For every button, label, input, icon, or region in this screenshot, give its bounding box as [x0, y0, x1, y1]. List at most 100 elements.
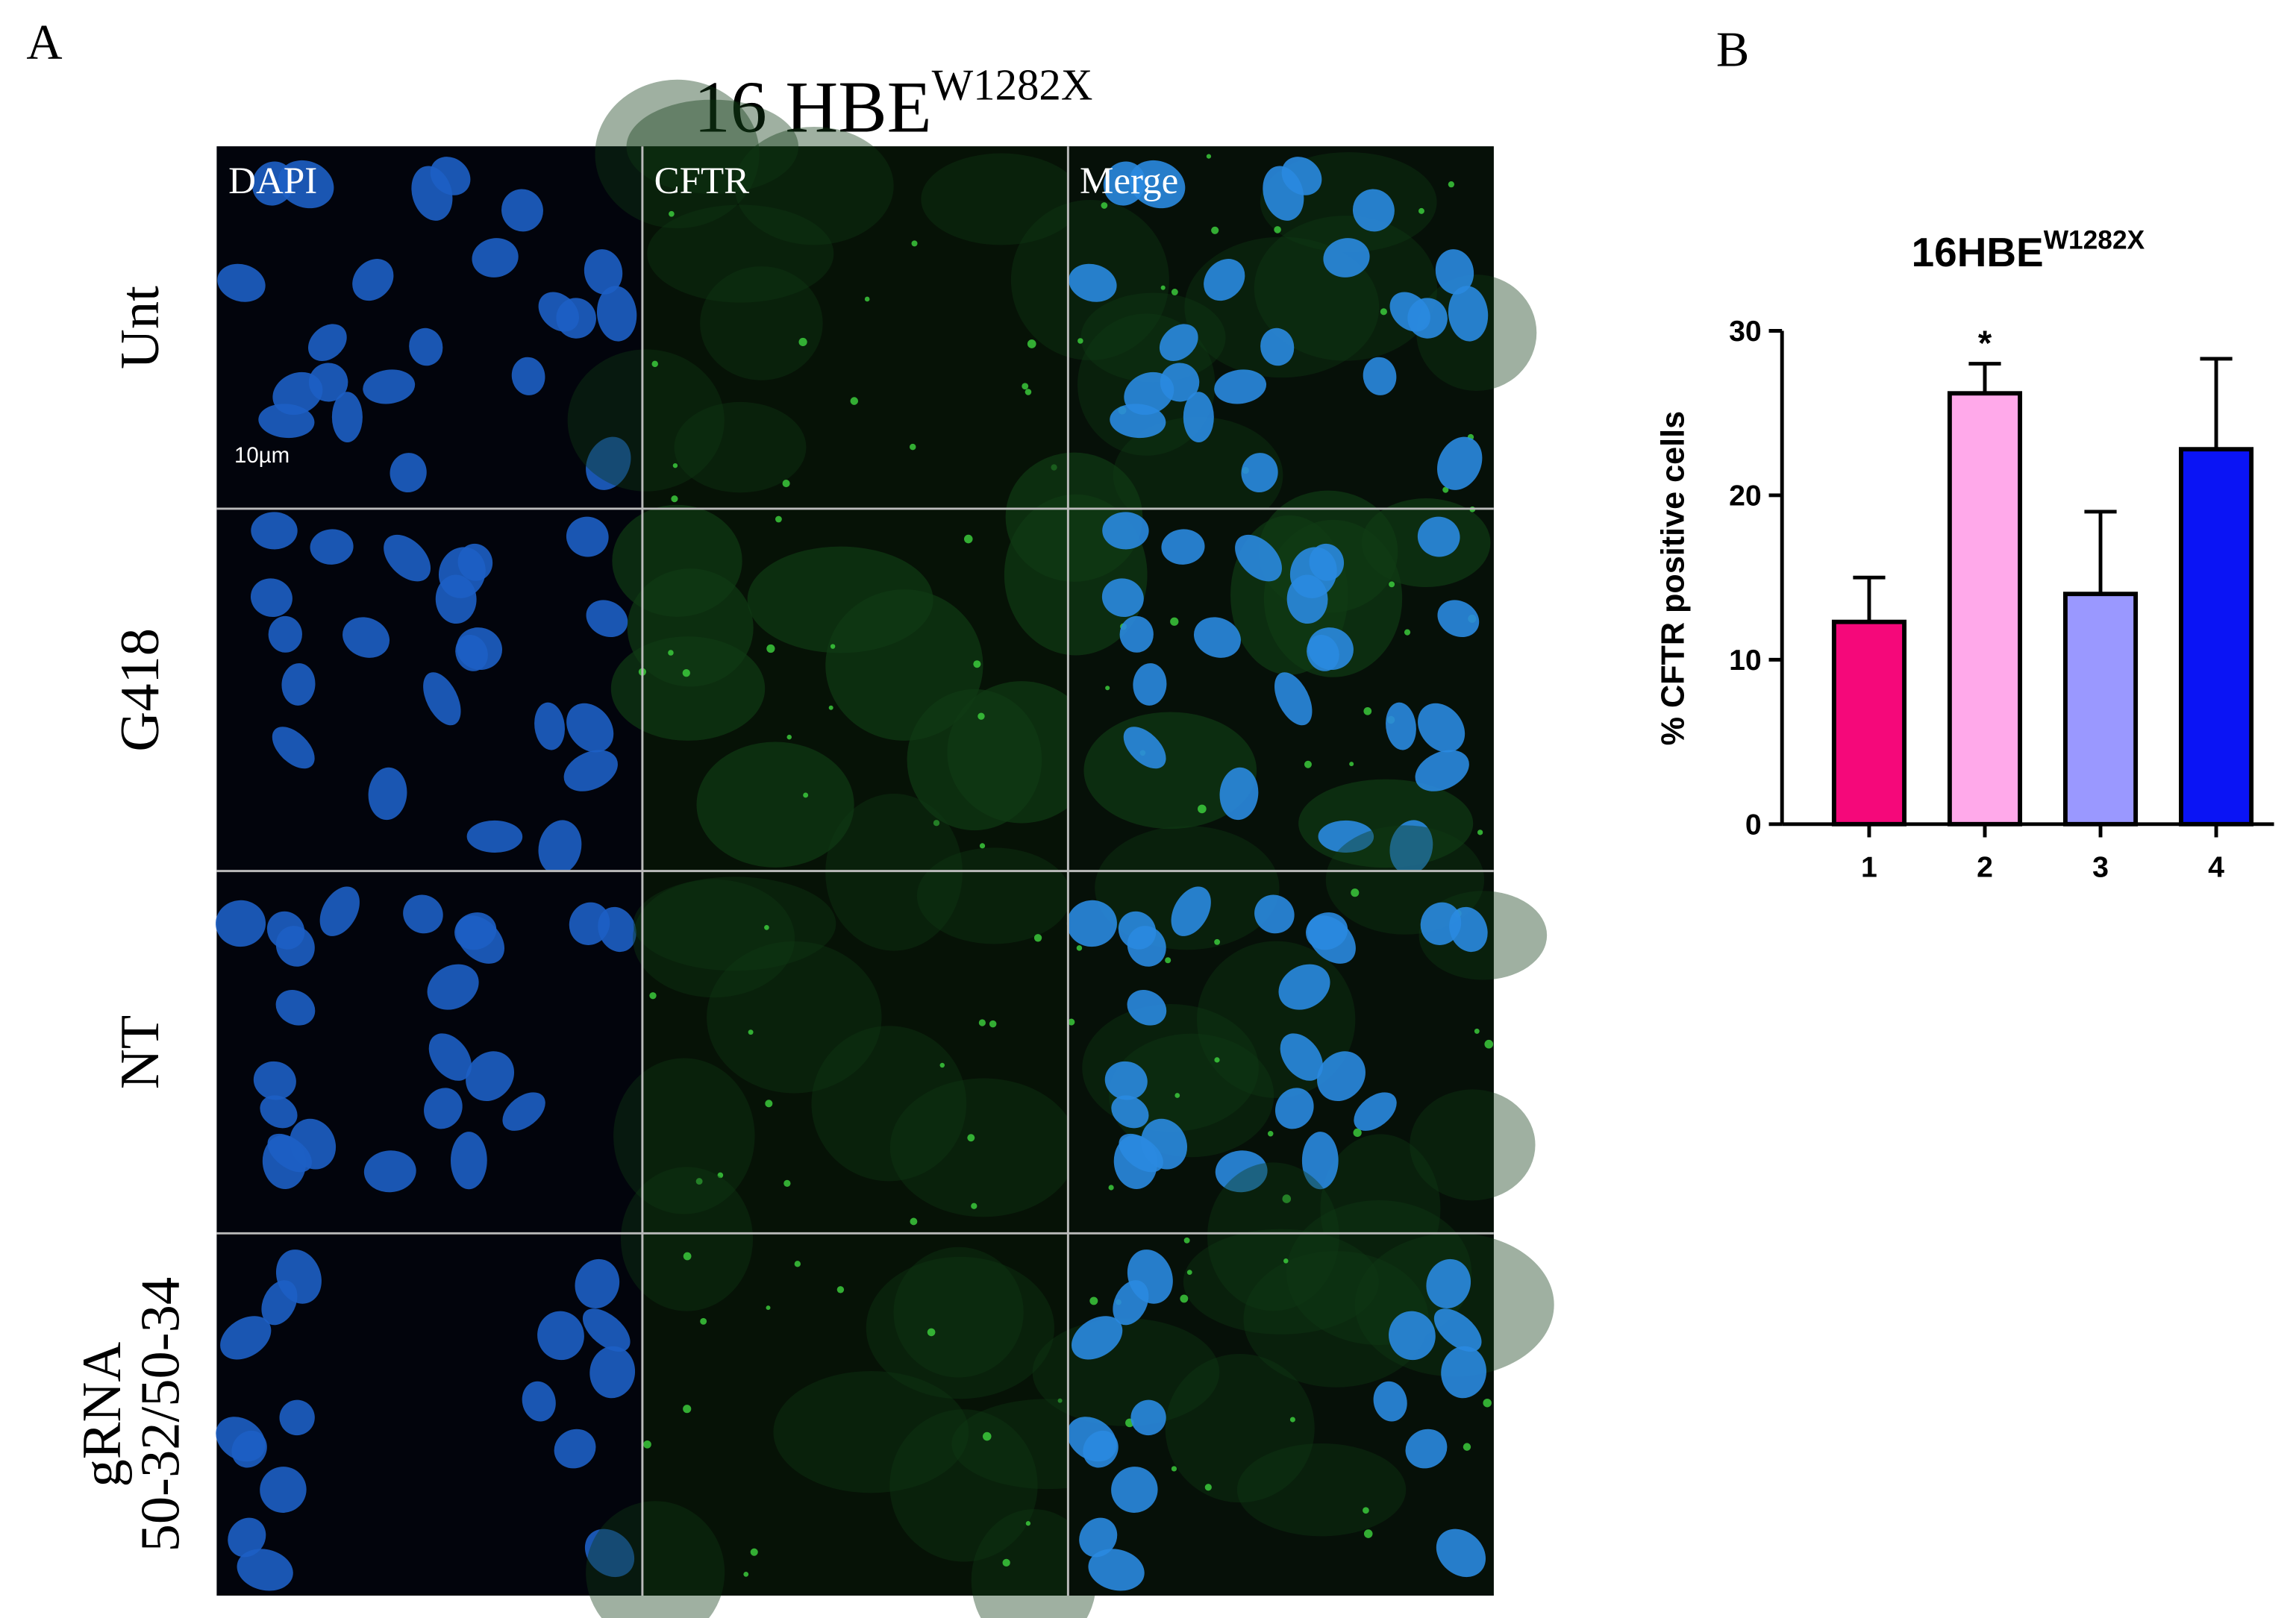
nucleus: [522, 1381, 556, 1422]
nucleus: [1130, 1399, 1166, 1436]
cytoplasm: [595, 79, 760, 229]
title-sup: W1282X: [932, 60, 1093, 109]
nucleus: [215, 900, 266, 947]
nucleus: [566, 703, 614, 753]
nucleus: [1278, 964, 1330, 1010]
puncta: [668, 650, 674, 656]
puncta: [775, 515, 782, 523]
puncta: [1022, 383, 1029, 390]
nucleus: [428, 1033, 472, 1081]
nucleus: [331, 392, 363, 442]
puncta: [750, 1548, 758, 1556]
nucleus: [368, 767, 407, 821]
nucleus: [1317, 1051, 1366, 1102]
cytoplasm: [1082, 1004, 1259, 1132]
puncta: [1442, 486, 1449, 493]
puncta: [1289, 1417, 1295, 1423]
puncta: [967, 1134, 975, 1142]
nucleus: [1274, 672, 1313, 726]
row-label: gRNA: [72, 1342, 133, 1487]
nucleus: [1104, 1061, 1148, 1100]
puncta: [1274, 226, 1281, 233]
puncta: [1171, 1466, 1177, 1472]
nucleus: [1437, 436, 1483, 490]
puncta: [803, 792, 809, 798]
nucleus: [538, 292, 579, 332]
nucleus: [1241, 453, 1278, 493]
nucleus: [352, 259, 394, 301]
nucleus: [1214, 369, 1267, 404]
puncta: [1198, 804, 1207, 814]
puncta: [766, 644, 775, 653]
nucleus: [1373, 1381, 1407, 1422]
puncta: [1025, 389, 1032, 395]
nucleus: [511, 357, 545, 395]
nucleus: [584, 1528, 635, 1578]
column-label: DAPI: [228, 160, 317, 202]
nucleus: [456, 627, 503, 671]
cytoplasm: [626, 99, 799, 194]
nucleus: [1118, 911, 1157, 950]
nucleus: [260, 1095, 298, 1129]
nucleus: [538, 820, 582, 875]
nucleus: [1103, 161, 1146, 206]
nucleus: [582, 1308, 631, 1352]
cytoplasm: [647, 204, 834, 303]
nucleus: [589, 1346, 636, 1399]
puncta: [1068, 1018, 1075, 1026]
nucleus: [272, 371, 323, 416]
puncta: [864, 296, 870, 302]
cytoplasm: [1410, 1089, 1536, 1201]
nucleus: [1124, 371, 1174, 416]
puncta: [1474, 1028, 1480, 1034]
nucleus: [1363, 357, 1397, 395]
puncta: [794, 1261, 801, 1267]
puncta: [643, 1440, 651, 1449]
nucleus: [268, 615, 302, 653]
bar: [1947, 391, 2023, 827]
image-cell: [1066, 825, 1548, 1283]
puncta: [1448, 181, 1455, 188]
nucleus: [1306, 912, 1348, 950]
image-tile: [642, 1233, 1069, 1596]
cytoplasm: [889, 1409, 1038, 1562]
nucleus: [1159, 324, 1198, 361]
nucleus: [267, 1133, 312, 1173]
nucleus: [384, 534, 431, 582]
nucleus: [1235, 534, 1282, 582]
nucleus: [253, 1061, 296, 1100]
puncta: [1349, 762, 1354, 767]
nucleus: [450, 1132, 487, 1190]
scale-bar-label: 10µm: [234, 443, 290, 468]
nucleus: [537, 1311, 584, 1361]
puncta: [682, 668, 690, 677]
puncta: [1077, 338, 1083, 344]
puncta: [939, 1062, 945, 1068]
puncta: [786, 734, 792, 740]
nucleus: [427, 964, 479, 1010]
nucleus: [1436, 1528, 1486, 1578]
cytoplasm: [971, 1509, 1097, 1618]
nucleus: [281, 663, 316, 706]
puncta: [979, 843, 986, 849]
nucleus: [1183, 392, 1214, 442]
cytoplasm: [620, 1167, 754, 1311]
puncta: [1380, 308, 1387, 316]
nucleus: [278, 160, 334, 209]
nucleus: [1066, 900, 1117, 947]
nucleus: [575, 1258, 620, 1308]
puncta: [764, 925, 769, 930]
puncta: [683, 1405, 692, 1414]
puncta: [672, 462, 678, 468]
nucleus: [586, 436, 631, 490]
cytoplasm: [866, 1256, 1054, 1399]
puncta: [1170, 617, 1179, 626]
cytoplasm: [1254, 216, 1438, 361]
cytoplasm: [916, 847, 1072, 944]
nucleus: [1318, 820, 1374, 853]
cytoplasm: [1207, 1162, 1339, 1311]
puncta: [1027, 339, 1036, 348]
nucleus: [586, 600, 628, 638]
cytoplasm: [893, 1247, 1024, 1378]
